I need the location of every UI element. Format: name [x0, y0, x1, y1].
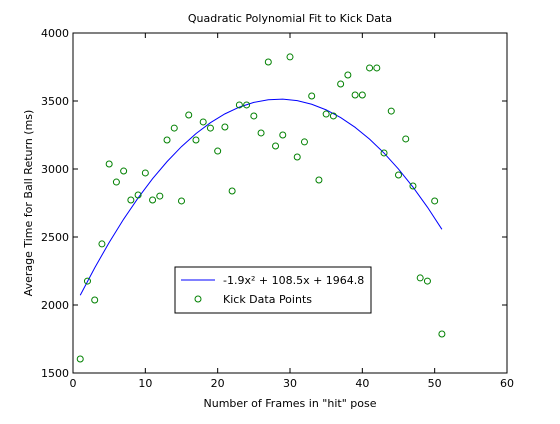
data-point: [192, 136, 200, 144]
data-point: [358, 91, 366, 99]
data-point: [344, 71, 352, 79]
data-point: [416, 274, 424, 282]
legend-label: -1.9x² + 108.5x + 1964.8: [223, 274, 364, 287]
data-point: [170, 124, 178, 132]
chart-title: Quadratic Polynomial Fit to Kick Data: [188, 12, 392, 25]
data-point: [293, 153, 301, 161]
data-point: [134, 191, 142, 199]
data-point: [228, 187, 236, 195]
data-point: [402, 135, 410, 143]
x-tick-label: 0: [70, 377, 77, 390]
x-tick-label: 60: [500, 377, 514, 390]
y-tick-label: 1500: [41, 367, 69, 380]
data-point: [279, 131, 287, 139]
data-point: [315, 176, 323, 184]
x-axis-label: Number of Frames in "hit" pose: [204, 397, 377, 410]
data-point: [272, 142, 280, 150]
data-point: [423, 277, 431, 285]
y-tick-label: 2000: [41, 299, 69, 312]
data-point: [286, 53, 294, 61]
data-point: [431, 197, 439, 205]
data-point: [322, 110, 330, 118]
y-tick-label: 2500: [41, 231, 69, 244]
data-point: [257, 129, 265, 137]
x-tick-label: 40: [355, 377, 369, 390]
data-point: [380, 149, 388, 157]
data-point: [250, 112, 258, 120]
data-point: [409, 182, 417, 190]
data-point: [387, 107, 395, 115]
data-point: [235, 101, 243, 109]
data-point: [264, 58, 272, 66]
data-point: [221, 123, 229, 131]
data-point: [76, 355, 84, 363]
data-point: [120, 167, 128, 175]
legend-label: Kick Data Points: [223, 293, 312, 306]
data-point: [214, 147, 222, 155]
data-point: [206, 124, 214, 132]
data-point: [178, 197, 185, 205]
data-point: [98, 240, 106, 248]
y-tick-label: 3500: [41, 95, 69, 108]
legend-swatch: [194, 295, 202, 303]
y-tick-label: 4000: [41, 27, 69, 40]
data-point: [329, 112, 337, 120]
data-point: [163, 136, 171, 144]
data-point: [91, 296, 99, 304]
x-tick-label: 10: [138, 377, 152, 390]
x-tick-label: 50: [428, 377, 442, 390]
data-point: [373, 64, 381, 72]
legend-box: [174, 266, 372, 314]
data-point: [149, 196, 157, 204]
data-point: [83, 277, 91, 285]
data-point: [105, 160, 113, 168]
data-point: [156, 192, 164, 200]
data-point: [351, 91, 359, 99]
y-tick-label: 3000: [41, 163, 69, 176]
data-point: [308, 92, 316, 100]
data-point: [366, 64, 374, 72]
data-point: [127, 196, 135, 204]
data-point: [243, 101, 251, 109]
data-point: [112, 178, 120, 186]
data-point: [337, 80, 345, 88]
x-tick-label: 30: [283, 377, 297, 390]
data-point: [199, 118, 207, 126]
x-tick-label: 20: [211, 377, 225, 390]
data-point: [438, 330, 446, 338]
y-axis-label: Average Time for Ball Return (ms): [22, 110, 35, 297]
plot-area: [72, 32, 508, 374]
data-point: [395, 171, 402, 179]
data-point: [185, 111, 193, 119]
data-point: [300, 138, 308, 146]
data-point: [141, 169, 149, 177]
